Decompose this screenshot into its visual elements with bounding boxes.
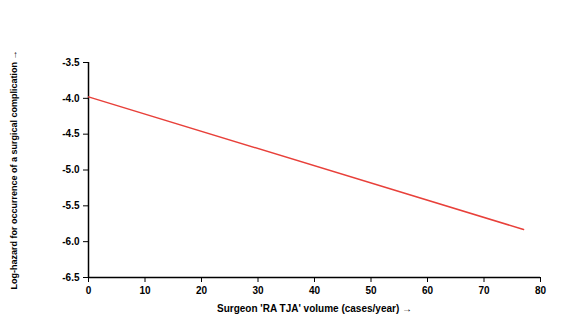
svg-text:20: 20: [196, 285, 208, 296]
svg-text:50: 50: [365, 285, 377, 296]
svg-text:70: 70: [478, 285, 490, 296]
svg-text:80: 80: [535, 285, 547, 296]
svg-text:Log-hazard for occurrence of a: Log-hazard for occurrence of a surgical …: [9, 50, 19, 289]
svg-text:-6.0: -6.0: [62, 236, 80, 247]
svg-text:60: 60: [422, 285, 434, 296]
svg-text:-4.5: -4.5: [62, 128, 80, 139]
svg-text:40: 40: [309, 285, 321, 296]
svg-text:-6.5: -6.5: [62, 272, 80, 283]
svg-text:-4.0: -4.0: [62, 93, 80, 104]
svg-text:-5.0: -5.0: [62, 164, 80, 175]
svg-text:0: 0: [86, 285, 92, 296]
svg-text:30: 30: [252, 285, 264, 296]
svg-text:Surgeon 'RA TJA' volume (cases: Surgeon 'RA TJA' volume (cases/year) →: [217, 303, 412, 314]
svg-text:10: 10: [139, 285, 151, 296]
svg-text:-3.5: -3.5: [62, 57, 80, 68]
svg-text:-5.5: -5.5: [62, 200, 80, 211]
